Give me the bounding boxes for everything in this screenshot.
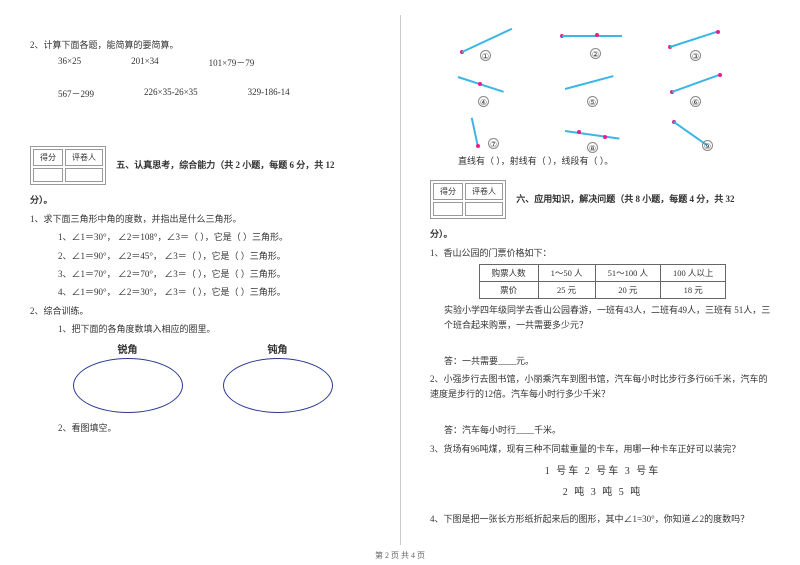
dot-icon bbox=[476, 144, 480, 148]
trucks-row: 2 吨 3 吨 5 吨 bbox=[430, 483, 775, 498]
fig-8: ⑧ bbox=[555, 112, 650, 154]
calc-item: 567－299 bbox=[58, 87, 94, 100]
section5-title: 五、认真思考，综合能力（共 2 小题，每题 6 分，共 12 bbox=[116, 160, 334, 170]
ticket-cell: 20 元 bbox=[595, 282, 660, 299]
section5-header: 得分 评卷人 五、认真思考，综合能力（共 2 小题，每题 6 分，共 12 bbox=[30, 146, 375, 185]
fig-answer: 直线有（ ），射线有（ ），线段有（ ）。 bbox=[430, 154, 775, 168]
left-column: 2、计算下面各题，能简算的要简算。 36×25 201×34 101×79－79… bbox=[0, 0, 400, 565]
segment bbox=[565, 75, 614, 89]
fig-label: ③ bbox=[690, 50, 701, 61]
ticket-cell: 票价 bbox=[479, 282, 538, 299]
oval-obtuse: 钝角 bbox=[223, 341, 333, 413]
fig-1: ① bbox=[450, 20, 545, 62]
segment bbox=[462, 28, 512, 53]
right-column: ① ② ③ ④ bbox=[400, 0, 800, 565]
ticket-table: 购票人数 1～50 人 51～100 人 100 人以上 票价 25 元 20 … bbox=[479, 264, 727, 299]
q2-stem: 2、计算下面各题，能简算的要简算。 bbox=[30, 38, 375, 52]
calc-item: 101×79－79 bbox=[209, 56, 255, 69]
s5q2b: 2、看图填空。 bbox=[30, 421, 375, 435]
fig-label: ④ bbox=[478, 96, 489, 107]
ticket-cell: 1～50 人 bbox=[538, 265, 595, 282]
section6-title: 六、应用知识，解决问题（共 8 小题，每题 4 分，共 32 bbox=[516, 194, 734, 204]
trucks-head: 1 号车 2 号车 3 号车 bbox=[430, 462, 775, 477]
fig-label: ② bbox=[590, 48, 601, 59]
fig-label: ① bbox=[480, 50, 491, 61]
s6q2: 2、小强步行去图书馆，小丽乘汽车到图书馆，汽车每小时比步行多行66千米，汽车的速… bbox=[430, 372, 775, 401]
s6q3: 3、货场有96吨煤，现有三种不同载重量的卡车，用哪一种卡车正好可以装完？ bbox=[430, 442, 775, 456]
calc-item: 226×35-26×35 bbox=[144, 87, 198, 100]
segment bbox=[471, 118, 479, 148]
oval-label: 钝角 bbox=[223, 341, 333, 356]
tri-row: 2、∠1＝90°， ∠2＝45°， ∠3＝（ ），它是（ ）三角形。 bbox=[30, 249, 375, 263]
segment bbox=[672, 74, 719, 93]
dot-icon bbox=[716, 30, 720, 34]
segment bbox=[562, 35, 622, 37]
fig-2: ② bbox=[555, 20, 650, 62]
section6-title-b: 分）。 bbox=[430, 227, 775, 241]
tri-row: 3、∠1＝70°， ∠2＝70°， ∠3＝（ ），它是（ ）三角形。 bbox=[30, 267, 375, 281]
score-head: 得分 bbox=[33, 149, 63, 166]
oval-row: 锐角 钝角 bbox=[30, 341, 375, 413]
oval-shape bbox=[223, 358, 333, 413]
tri-row: 4、∠1＝90°， ∠2＝30°， ∠3＝（ ），它是（ ）三角形。 bbox=[30, 285, 375, 299]
fig-6: ⑥ bbox=[660, 66, 755, 108]
s5q1: 1、求下面三角形中角的度数，并指出是什么三角形。 bbox=[30, 212, 375, 226]
calc-row-2: 567－299 226×35-26×35 329-186-14 bbox=[30, 87, 375, 100]
fig-label: ⑨ bbox=[702, 140, 713, 151]
ticket-cell: 18 元 bbox=[660, 282, 725, 299]
score-head: 得分 bbox=[433, 183, 463, 200]
score-box: 得分 评卷人 bbox=[430, 180, 506, 219]
section6-header: 得分 评卷人 六、应用知识，解决问题（共 8 小题，每题 4 分，共 32 bbox=[430, 180, 775, 219]
fig-label: ⑥ bbox=[690, 96, 701, 107]
fig-5: ⑤ bbox=[555, 66, 650, 108]
oval-shape bbox=[73, 358, 183, 413]
s6q4: 4、下图是把一张长方形纸折起来后的图形，其中∠1=30°，你知道∠2的度数吗？ bbox=[430, 512, 775, 526]
dot-icon bbox=[595, 33, 599, 37]
ticket-cell: 51～100 人 bbox=[595, 265, 660, 282]
fig-3: ③ bbox=[660, 20, 755, 62]
tri-row: 1、∠1＝30°， ∠2＝108°，∠3＝（ ），它是（ ）三角形。 bbox=[30, 230, 375, 244]
calc-item: 36×25 bbox=[58, 56, 81, 69]
calc-item: 329-186-14 bbox=[248, 87, 290, 100]
fig-label: ⑧ bbox=[587, 142, 598, 153]
score-head: 评卷人 bbox=[65, 149, 103, 166]
ticket-cell: 25 元 bbox=[538, 282, 595, 299]
dot-icon bbox=[603, 135, 607, 139]
s6q2-ans: 答：汽车每小时行____千米。 bbox=[430, 423, 775, 437]
figure-grid: ① ② ③ ④ bbox=[430, 20, 775, 154]
score-box: 得分 评卷人 bbox=[30, 146, 106, 185]
fig-7: ⑦ bbox=[450, 112, 545, 154]
fig-label: ⑦ bbox=[488, 138, 499, 149]
dot-icon bbox=[577, 130, 581, 134]
segment bbox=[565, 130, 620, 139]
page-footer: 第 2 页 共 4 页 bbox=[0, 550, 800, 561]
calc-row-1: 36×25 201×34 101×79－79 bbox=[30, 56, 375, 69]
s5q2: 2、综合训练。 bbox=[30, 304, 375, 318]
s6q1: 1、香山公园的门票价格如下： bbox=[430, 246, 775, 260]
ticket-cell: 购票人数 bbox=[479, 265, 538, 282]
fig-4: ④ bbox=[450, 66, 545, 108]
oval-label: 锐角 bbox=[73, 341, 183, 356]
s5q2a: 1、把下面的各角度数填入相应的圈里。 bbox=[30, 322, 375, 336]
ticket-cell: 100 人以上 bbox=[660, 265, 725, 282]
calc-item: 201×34 bbox=[131, 56, 159, 69]
s6q1-body: 实验小学四年级同学去香山公园春游，一班有43人，二班有49人，三班有 51人，三… bbox=[430, 303, 775, 332]
segment bbox=[670, 31, 718, 48]
dot-icon bbox=[718, 73, 722, 77]
oval-acute: 锐角 bbox=[73, 341, 183, 413]
score-head: 评卷人 bbox=[465, 183, 503, 200]
dot-icon bbox=[478, 82, 482, 86]
fig-label: ⑤ bbox=[587, 96, 598, 107]
s6q1-ans: 答：一共需要____元。 bbox=[430, 354, 775, 368]
fig-9: ⑨ bbox=[660, 112, 755, 154]
section5-title-b: 分）。 bbox=[30, 193, 375, 207]
